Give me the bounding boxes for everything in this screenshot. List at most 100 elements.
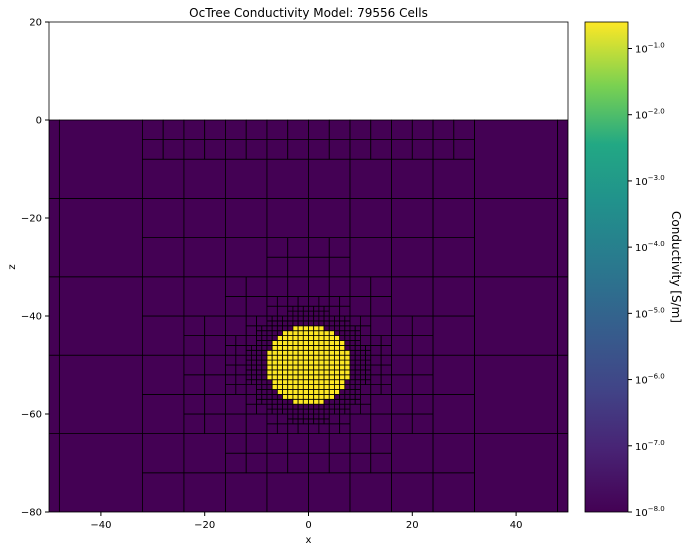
mesh-cell — [328, 344, 335, 351]
mesh-cell — [349, 398, 356, 405]
mesh-cell — [276, 364, 283, 371]
mesh-cell — [292, 389, 299, 395]
mesh-cell — [344, 325, 351, 332]
mesh-cell — [183, 276, 226, 317]
mesh-cell — [261, 393, 268, 400]
mesh-cell — [282, 364, 289, 371]
mesh-cell — [339, 364, 346, 371]
mesh-cell — [245, 325, 258, 336]
mesh-cell — [453, 139, 475, 160]
mesh-cell — [339, 340, 346, 346]
mesh-cell — [334, 340, 341, 346]
mesh-cell — [349, 374, 356, 381]
mesh-cell — [49, 276, 60, 356]
mesh-cell — [323, 325, 330, 332]
mesh-cell — [334, 408, 341, 415]
mesh-cell — [245, 433, 268, 454]
mesh-cell — [302, 330, 309, 337]
mesh-cell — [287, 418, 294, 425]
x-tick-label: 20 — [406, 520, 419, 531]
mesh-cell — [557, 197, 568, 278]
mesh-cell — [365, 369, 372, 376]
mesh-cell — [365, 374, 372, 381]
mesh-cell — [339, 320, 346, 327]
mesh-cell — [302, 398, 309, 405]
mesh-cell — [251, 374, 258, 381]
mesh-cell — [282, 374, 289, 381]
mesh-cell — [365, 354, 372, 361]
mesh-cell — [142, 158, 185, 199]
mesh-cell — [256, 369, 263, 376]
mesh-cell — [318, 393, 325, 400]
mesh-cell — [297, 340, 304, 346]
mesh-cell — [302, 335, 309, 341]
mesh-cell — [313, 359, 320, 366]
mesh-cell — [261, 349, 268, 356]
mesh-cell — [49, 433, 60, 512]
mesh-cell — [380, 374, 392, 385]
mesh-cell — [380, 344, 392, 356]
mesh-cell — [411, 119, 434, 141]
mesh-cell — [349, 413, 372, 435]
mesh-cell — [359, 364, 366, 371]
mesh-cell — [328, 393, 335, 400]
mesh-cell — [276, 413, 289, 425]
mesh-cells — [49, 119, 568, 512]
mesh-cell — [354, 340, 361, 346]
mesh-cell — [256, 384, 263, 390]
mesh-cell — [297, 315, 304, 322]
mesh-cell — [334, 354, 341, 361]
mesh-cell — [276, 330, 283, 337]
mesh-cell — [287, 393, 294, 400]
mesh-cell — [282, 320, 289, 327]
mesh-cell — [318, 325, 325, 332]
mesh-cell — [349, 364, 356, 371]
mesh-cell — [557, 433, 568, 512]
mesh-cell — [287, 320, 294, 327]
mesh-cell — [308, 389, 315, 395]
mesh-cell — [292, 344, 299, 351]
mesh-cell — [282, 335, 289, 341]
mesh-cell — [334, 335, 341, 341]
mesh-cell — [261, 335, 268, 341]
mesh-cell — [432, 276, 475, 317]
mesh-cell — [328, 433, 351, 454]
mesh-cell — [302, 344, 309, 351]
mesh-cell — [276, 305, 289, 317]
mesh-cell — [49, 354, 60, 435]
mesh-cell — [292, 330, 299, 337]
mesh-cell — [339, 384, 346, 390]
mesh-cell — [276, 315, 283, 322]
mesh-cell — [287, 349, 294, 356]
mesh-cell — [323, 310, 330, 317]
mesh-cell — [235, 335, 247, 346]
mesh-cell — [282, 403, 289, 410]
mesh-cell — [344, 349, 351, 356]
mesh-cell — [308, 452, 330, 474]
mesh-cell — [271, 374, 278, 381]
mesh-cell — [323, 320, 330, 327]
mesh-cell — [142, 276, 185, 317]
mesh-cell — [359, 344, 366, 351]
mesh-cell — [292, 369, 299, 376]
mesh-cell — [235, 344, 247, 356]
mesh-cell — [323, 389, 330, 395]
mesh-cell — [266, 256, 289, 278]
mesh-cell — [308, 393, 315, 400]
mesh-cell — [339, 413, 351, 425]
mesh-cell — [328, 403, 335, 410]
mesh-cell — [391, 472, 434, 512]
mesh-cell — [297, 335, 304, 341]
mesh-cell — [266, 119, 289, 141]
mesh-cell — [432, 197, 475, 238]
mesh-cell — [323, 369, 330, 376]
mesh-cell — [276, 374, 283, 381]
mesh-cell — [308, 374, 315, 381]
mesh-cell — [318, 379, 325, 386]
mesh-cell — [370, 344, 382, 356]
mesh-cell — [313, 364, 320, 371]
mesh-cell — [292, 374, 299, 381]
mesh-cell — [266, 325, 273, 332]
mesh-cell — [297, 354, 304, 361]
mesh-cell — [344, 403, 351, 410]
